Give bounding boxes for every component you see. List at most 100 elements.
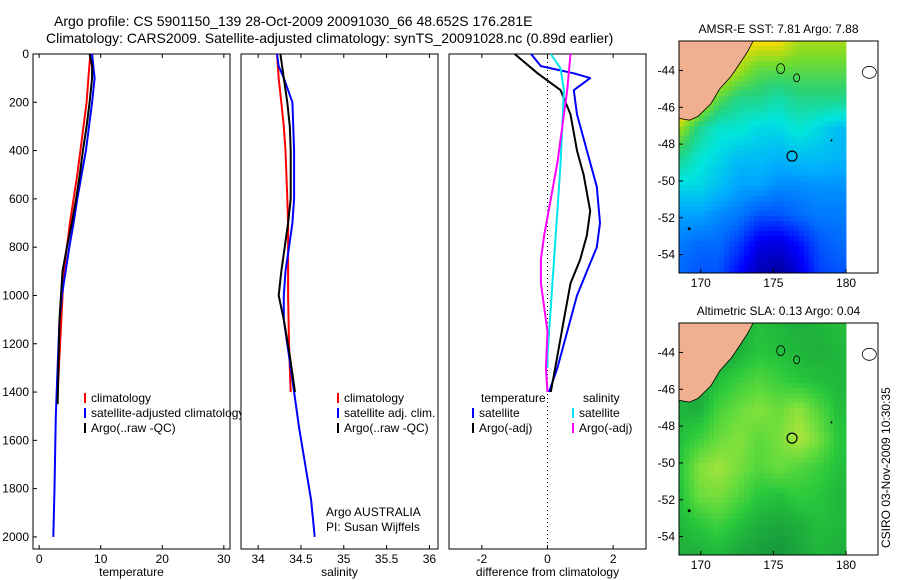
data-cell bbox=[834, 221, 840, 227]
data-cell bbox=[729, 503, 735, 509]
data-cell bbox=[689, 121, 695, 127]
data-cell bbox=[844, 231, 847, 237]
data-cell bbox=[824, 543, 830, 549]
data-cell bbox=[839, 478, 845, 484]
data-cell bbox=[719, 513, 725, 519]
data-cell bbox=[764, 141, 770, 147]
data-cell bbox=[819, 216, 825, 222]
data-cell bbox=[784, 201, 790, 207]
data-cell bbox=[699, 538, 705, 544]
data-cell bbox=[699, 443, 705, 449]
data-cell bbox=[759, 343, 765, 349]
data-cell bbox=[829, 76, 835, 82]
data-cell bbox=[844, 246, 847, 252]
data-cell bbox=[714, 261, 720, 267]
data-cell bbox=[689, 493, 695, 499]
data-cell bbox=[729, 261, 735, 267]
data-cell bbox=[804, 418, 810, 424]
data-cell bbox=[679, 171, 685, 177]
data-cell bbox=[799, 46, 805, 52]
data-cell bbox=[749, 493, 755, 499]
data-cell bbox=[784, 538, 790, 544]
data-cell bbox=[829, 86, 835, 92]
data-cell bbox=[804, 438, 810, 444]
data-cell bbox=[814, 418, 820, 424]
data-cell bbox=[739, 151, 745, 157]
data-cell bbox=[824, 443, 830, 449]
data-cell bbox=[714, 196, 720, 202]
data-cell bbox=[754, 161, 760, 167]
data-cell bbox=[754, 548, 760, 554]
data-cell bbox=[824, 438, 830, 444]
data-cell bbox=[734, 196, 740, 202]
data-cell bbox=[744, 201, 750, 207]
data-cell bbox=[809, 383, 815, 389]
data-cell bbox=[769, 271, 775, 274]
data-cell bbox=[799, 51, 805, 57]
data-cell bbox=[814, 463, 820, 469]
data-cell bbox=[764, 463, 770, 469]
data-cell bbox=[789, 408, 795, 414]
data-cell bbox=[764, 266, 770, 272]
data-cell bbox=[769, 196, 775, 202]
data-cell bbox=[754, 66, 760, 72]
data-cell bbox=[679, 498, 685, 504]
data-cell bbox=[824, 91, 830, 97]
data-cell bbox=[704, 398, 710, 404]
data-cell bbox=[744, 378, 750, 384]
data-cell bbox=[819, 151, 825, 157]
data-cell bbox=[679, 201, 685, 207]
data-cell bbox=[829, 413, 835, 419]
data-cell bbox=[804, 201, 810, 207]
data-cell bbox=[719, 503, 725, 509]
data-cell bbox=[779, 358, 785, 364]
data-cell bbox=[814, 181, 820, 187]
data-cell bbox=[734, 156, 740, 162]
data-cell bbox=[804, 66, 810, 72]
data-cell bbox=[804, 503, 810, 509]
data-cell bbox=[699, 221, 705, 227]
data-cell bbox=[689, 553, 695, 556]
data-cell bbox=[784, 363, 790, 369]
data-cell bbox=[804, 408, 810, 414]
data-cell bbox=[839, 246, 845, 252]
data-cell bbox=[759, 106, 765, 112]
data-cell bbox=[839, 51, 845, 57]
data-cell bbox=[724, 236, 730, 242]
data-cell bbox=[829, 408, 835, 414]
data-cell bbox=[804, 86, 810, 92]
data-cell bbox=[729, 433, 735, 439]
data-cell bbox=[844, 443, 847, 449]
data-cell bbox=[704, 408, 710, 414]
data-cell bbox=[734, 443, 740, 449]
data-cell bbox=[679, 413, 685, 419]
data-cell bbox=[819, 363, 825, 369]
data-cell bbox=[809, 378, 815, 384]
data-cell bbox=[819, 488, 825, 494]
data-cell bbox=[834, 256, 840, 262]
data-cell bbox=[814, 236, 820, 242]
data-cell bbox=[719, 136, 725, 142]
data-cell bbox=[799, 116, 805, 122]
data-cell bbox=[724, 91, 730, 97]
data-cell bbox=[684, 408, 690, 414]
data-cell bbox=[804, 478, 810, 484]
data-cell bbox=[794, 473, 800, 479]
series-line-salinity-satellite bbox=[546, 53, 565, 368]
data-cell bbox=[839, 211, 845, 217]
data-cell bbox=[759, 468, 765, 474]
data-cell bbox=[764, 468, 770, 474]
data-cell bbox=[679, 121, 685, 127]
data-cell bbox=[839, 423, 845, 429]
data-cell bbox=[749, 398, 755, 404]
data-cell bbox=[709, 116, 715, 122]
data-cell bbox=[754, 493, 760, 499]
data-cell bbox=[764, 201, 770, 207]
data-cell bbox=[734, 473, 740, 479]
data-cell bbox=[784, 498, 790, 504]
data-cell bbox=[729, 533, 735, 539]
data-cell bbox=[704, 443, 710, 449]
data-cell bbox=[794, 518, 800, 524]
data-cell bbox=[774, 196, 780, 202]
